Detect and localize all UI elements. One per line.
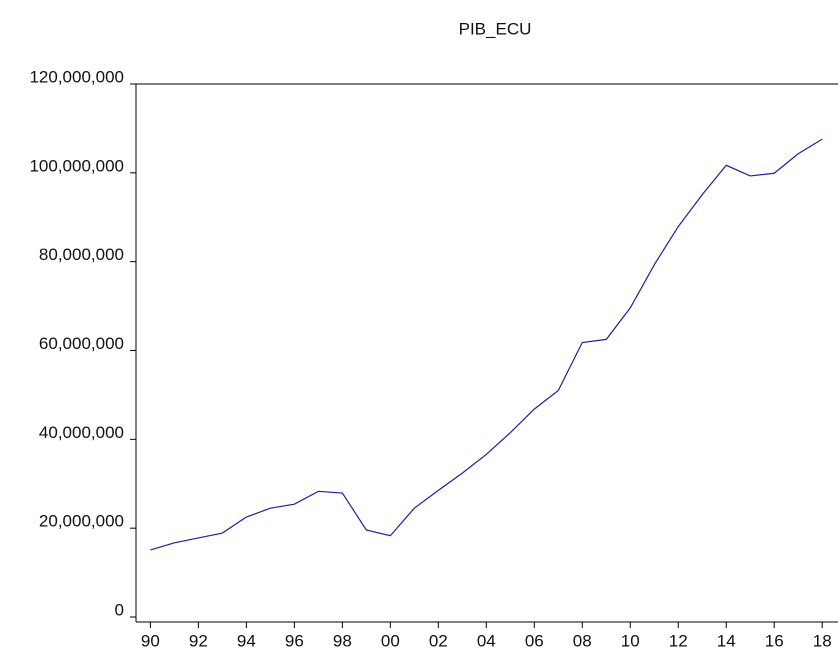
y-tick-label: 0 [115, 600, 124, 619]
y-tick-label: 20,000,000 [39, 512, 124, 531]
x-tick-label: 02 [429, 631, 448, 650]
x-tick-label: 96 [285, 631, 304, 650]
x-tick-label: 90 [141, 631, 160, 650]
x-tick-label: 04 [477, 631, 496, 650]
y-tick-label: 120,000,000 [29, 67, 124, 86]
x-tick-label: 18 [813, 631, 832, 650]
x-tick-label: 94 [237, 631, 256, 650]
line-series [150, 138, 823, 551]
y-tick-label: 60,000,000 [39, 334, 124, 353]
x-tick-label: 98 [333, 631, 352, 650]
y-tick-label: 80,000,000 [39, 245, 124, 264]
x-tick-label: 16 [765, 631, 784, 650]
x-tick-label: 12 [669, 631, 688, 650]
x-tick-label: 06 [525, 631, 544, 650]
chart-title: PIB_ECU [459, 19, 532, 38]
y-tick-label: 100,000,000 [29, 156, 124, 175]
x-tick-label: 08 [573, 631, 592, 650]
x-tick-label: 00 [381, 631, 400, 650]
x-tick-label: 14 [717, 631, 736, 650]
x-tick-label: 10 [621, 631, 640, 650]
x-tick-label: 92 [189, 631, 208, 650]
y-tick-label: 40,000,000 [39, 423, 124, 442]
